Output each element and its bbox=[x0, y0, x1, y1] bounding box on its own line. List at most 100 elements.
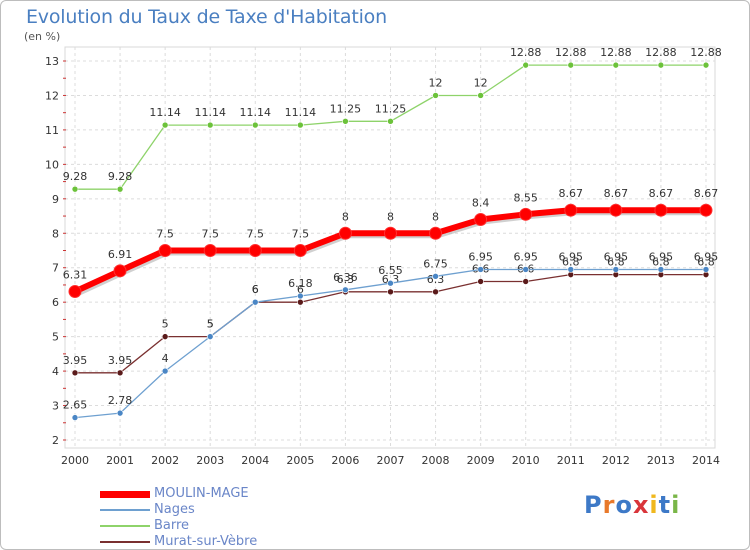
logo-letter: r bbox=[602, 491, 616, 519]
data-label: 6.8 bbox=[697, 256, 715, 269]
data-point bbox=[387, 288, 394, 296]
y-tick-label: 8 bbox=[52, 227, 59, 240]
data-point bbox=[113, 264, 127, 278]
x-tick-label: 2007 bbox=[376, 454, 404, 467]
logo-letter: P bbox=[584, 491, 603, 519]
data-point bbox=[71, 369, 79, 377]
data-point bbox=[251, 298, 259, 306]
data-point bbox=[657, 61, 665, 69]
data-point bbox=[206, 333, 214, 340]
x-tick-label: 2009 bbox=[467, 454, 495, 467]
data-point bbox=[342, 117, 349, 125]
data-point bbox=[203, 244, 217, 257]
data-label: 11.14 bbox=[240, 106, 272, 119]
y-tick-label: 9 bbox=[52, 193, 59, 206]
data-label: 6.95 bbox=[604, 250, 629, 263]
data-point bbox=[522, 61, 530, 69]
data-point bbox=[429, 226, 443, 240]
data-label: 12 bbox=[474, 76, 488, 89]
x-tick-label: 2011 bbox=[557, 454, 585, 467]
data-label: 5 bbox=[207, 318, 214, 331]
x-tick-label: 2003 bbox=[196, 454, 224, 467]
data-label: 8 bbox=[432, 210, 439, 223]
data-label: 8 bbox=[342, 210, 349, 223]
data-point bbox=[338, 226, 352, 240]
proxiti-logo: Proxiti bbox=[584, 491, 680, 519]
data-point bbox=[519, 207, 533, 221]
data-label: 8.67 bbox=[694, 187, 719, 200]
data-label: 3.95 bbox=[108, 354, 133, 367]
data-point bbox=[477, 266, 484, 273]
data-point bbox=[116, 369, 124, 377]
data-label: 7.5 bbox=[247, 228, 265, 241]
logo-letter: t bbox=[658, 491, 672, 519]
data-point bbox=[522, 266, 530, 273]
data-point bbox=[612, 266, 620, 273]
data-label: 6.91 bbox=[108, 248, 133, 261]
legend-label: Nages bbox=[154, 502, 195, 517]
data-label: 2.65 bbox=[63, 399, 88, 412]
x-tick-label: 2013 bbox=[647, 454, 675, 467]
logo-letter: i bbox=[671, 491, 681, 519]
data-label: 6.8 bbox=[652, 256, 670, 269]
data-label: 5 bbox=[162, 318, 169, 331]
data-label: 12.88 bbox=[510, 46, 542, 59]
data-label: 9.28 bbox=[108, 170, 133, 183]
y-tick-label: 13 bbox=[45, 55, 59, 68]
x-tick-label: 2006 bbox=[331, 454, 359, 467]
data-point bbox=[609, 203, 623, 217]
data-point bbox=[654, 203, 668, 217]
data-label: 5 bbox=[207, 318, 214, 331]
data-label: 2.78 bbox=[108, 394, 133, 407]
data-label: 11.14 bbox=[285, 106, 317, 119]
data-point bbox=[116, 409, 124, 417]
x-tick-label: 2005 bbox=[286, 454, 314, 467]
data-label: 6.95 bbox=[559, 250, 584, 263]
data-label: 12.88 bbox=[600, 46, 632, 59]
legend-swatch bbox=[100, 509, 150, 511]
data-point bbox=[567, 266, 575, 273]
data-label: 11.25 bbox=[375, 102, 407, 115]
legend-swatch bbox=[100, 525, 150, 527]
data-point bbox=[567, 61, 575, 69]
data-point bbox=[383, 226, 397, 240]
data-point bbox=[432, 273, 439, 280]
y-tick-label: 12 bbox=[45, 89, 59, 102]
x-tick-label: 2008 bbox=[422, 454, 450, 467]
unit-label: (en %) bbox=[24, 30, 61, 43]
data-point bbox=[522, 278, 530, 285]
data-point bbox=[251, 121, 259, 129]
data-point bbox=[68, 285, 82, 299]
data-label: 6.31 bbox=[63, 269, 88, 282]
data-point bbox=[477, 92, 484, 99]
data-label: 4 bbox=[162, 352, 169, 365]
data-point bbox=[161, 367, 169, 375]
y-tick-label: 3 bbox=[52, 400, 59, 413]
legend-swatch bbox=[100, 541, 150, 543]
data-label: 12 bbox=[429, 76, 443, 89]
data-label: 11.25 bbox=[330, 102, 362, 115]
x-tick-label: 2004 bbox=[241, 454, 269, 467]
data-point bbox=[116, 185, 124, 193]
data-point bbox=[612, 61, 620, 69]
data-point bbox=[387, 279, 394, 287]
y-tick-label: 6 bbox=[52, 296, 59, 309]
x-tick-label: 2012 bbox=[602, 454, 630, 467]
data-point bbox=[297, 298, 304, 306]
data-point bbox=[477, 278, 484, 285]
legend-swatch bbox=[100, 490, 150, 498]
data-label: 8.67 bbox=[649, 187, 674, 200]
line-chart: 2 3 4 5 6 7 8 9 10 11 12 13 2000 2001 2002 2003 2004 2005… bbox=[45, 46, 722, 467]
data-point bbox=[293, 244, 307, 257]
data-label: 8.67 bbox=[559, 187, 584, 200]
data-label: 6.55 bbox=[378, 264, 403, 277]
x-tick-label: 2001 bbox=[106, 454, 134, 467]
data-label: 6.75 bbox=[423, 257, 448, 270]
data-label: 8.55 bbox=[513, 191, 538, 204]
legend-item: MOULIN-MAGE bbox=[100, 486, 257, 502]
data-label: 6 bbox=[252, 283, 259, 296]
data-point bbox=[297, 121, 304, 129]
legend-label: MOULIN-MAGE bbox=[154, 486, 249, 501]
data-point bbox=[161, 121, 169, 129]
data-label: 6.95 bbox=[513, 250, 538, 263]
